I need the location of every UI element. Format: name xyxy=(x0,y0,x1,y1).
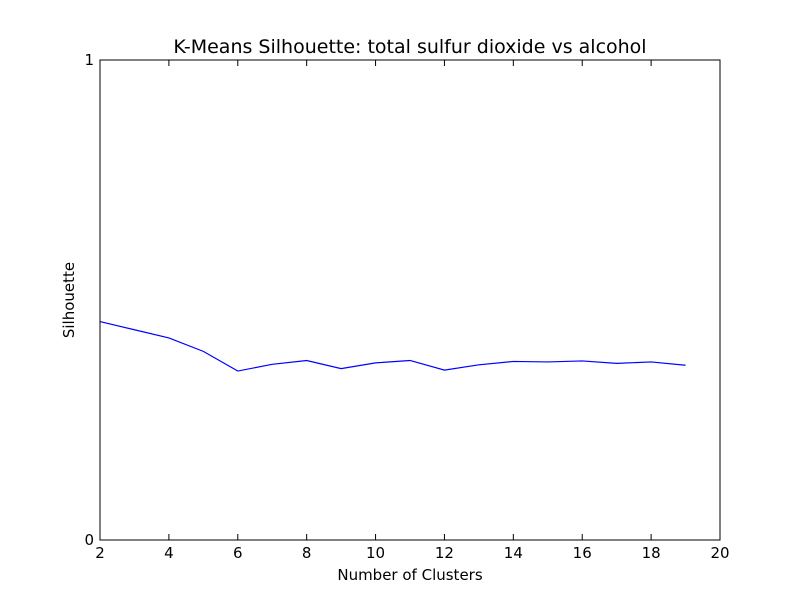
x-tick-label: 18 xyxy=(642,544,661,562)
x-tick-label: 8 xyxy=(302,544,312,562)
y-axis-label: Silhouette xyxy=(60,262,78,338)
x-tick-label: 20 xyxy=(710,544,729,562)
x-tick-label: 6 xyxy=(233,544,243,562)
axis-ticks: 2 4 6 8 10 12 14 16 18 20 0 1 xyxy=(84,51,729,562)
y-tick-label: 0 xyxy=(84,531,94,549)
x-tick-label: 2 xyxy=(95,544,105,562)
chart-title: K-Means Silhouette: total sulfur dioxide… xyxy=(173,36,646,58)
plot-frame xyxy=(99,59,721,541)
series-line-1 xyxy=(99,321,686,372)
x-tick-label: 16 xyxy=(573,544,592,562)
y-tick-label: 1 xyxy=(84,51,94,69)
x-tick-label: 12 xyxy=(435,544,454,562)
x-axis-label: Number of Clusters xyxy=(337,566,482,584)
plot-area xyxy=(99,321,686,372)
x-tick-label: 14 xyxy=(504,544,523,562)
x-tick-label: 10 xyxy=(366,544,385,562)
x-tick-label: 4 xyxy=(164,544,174,562)
